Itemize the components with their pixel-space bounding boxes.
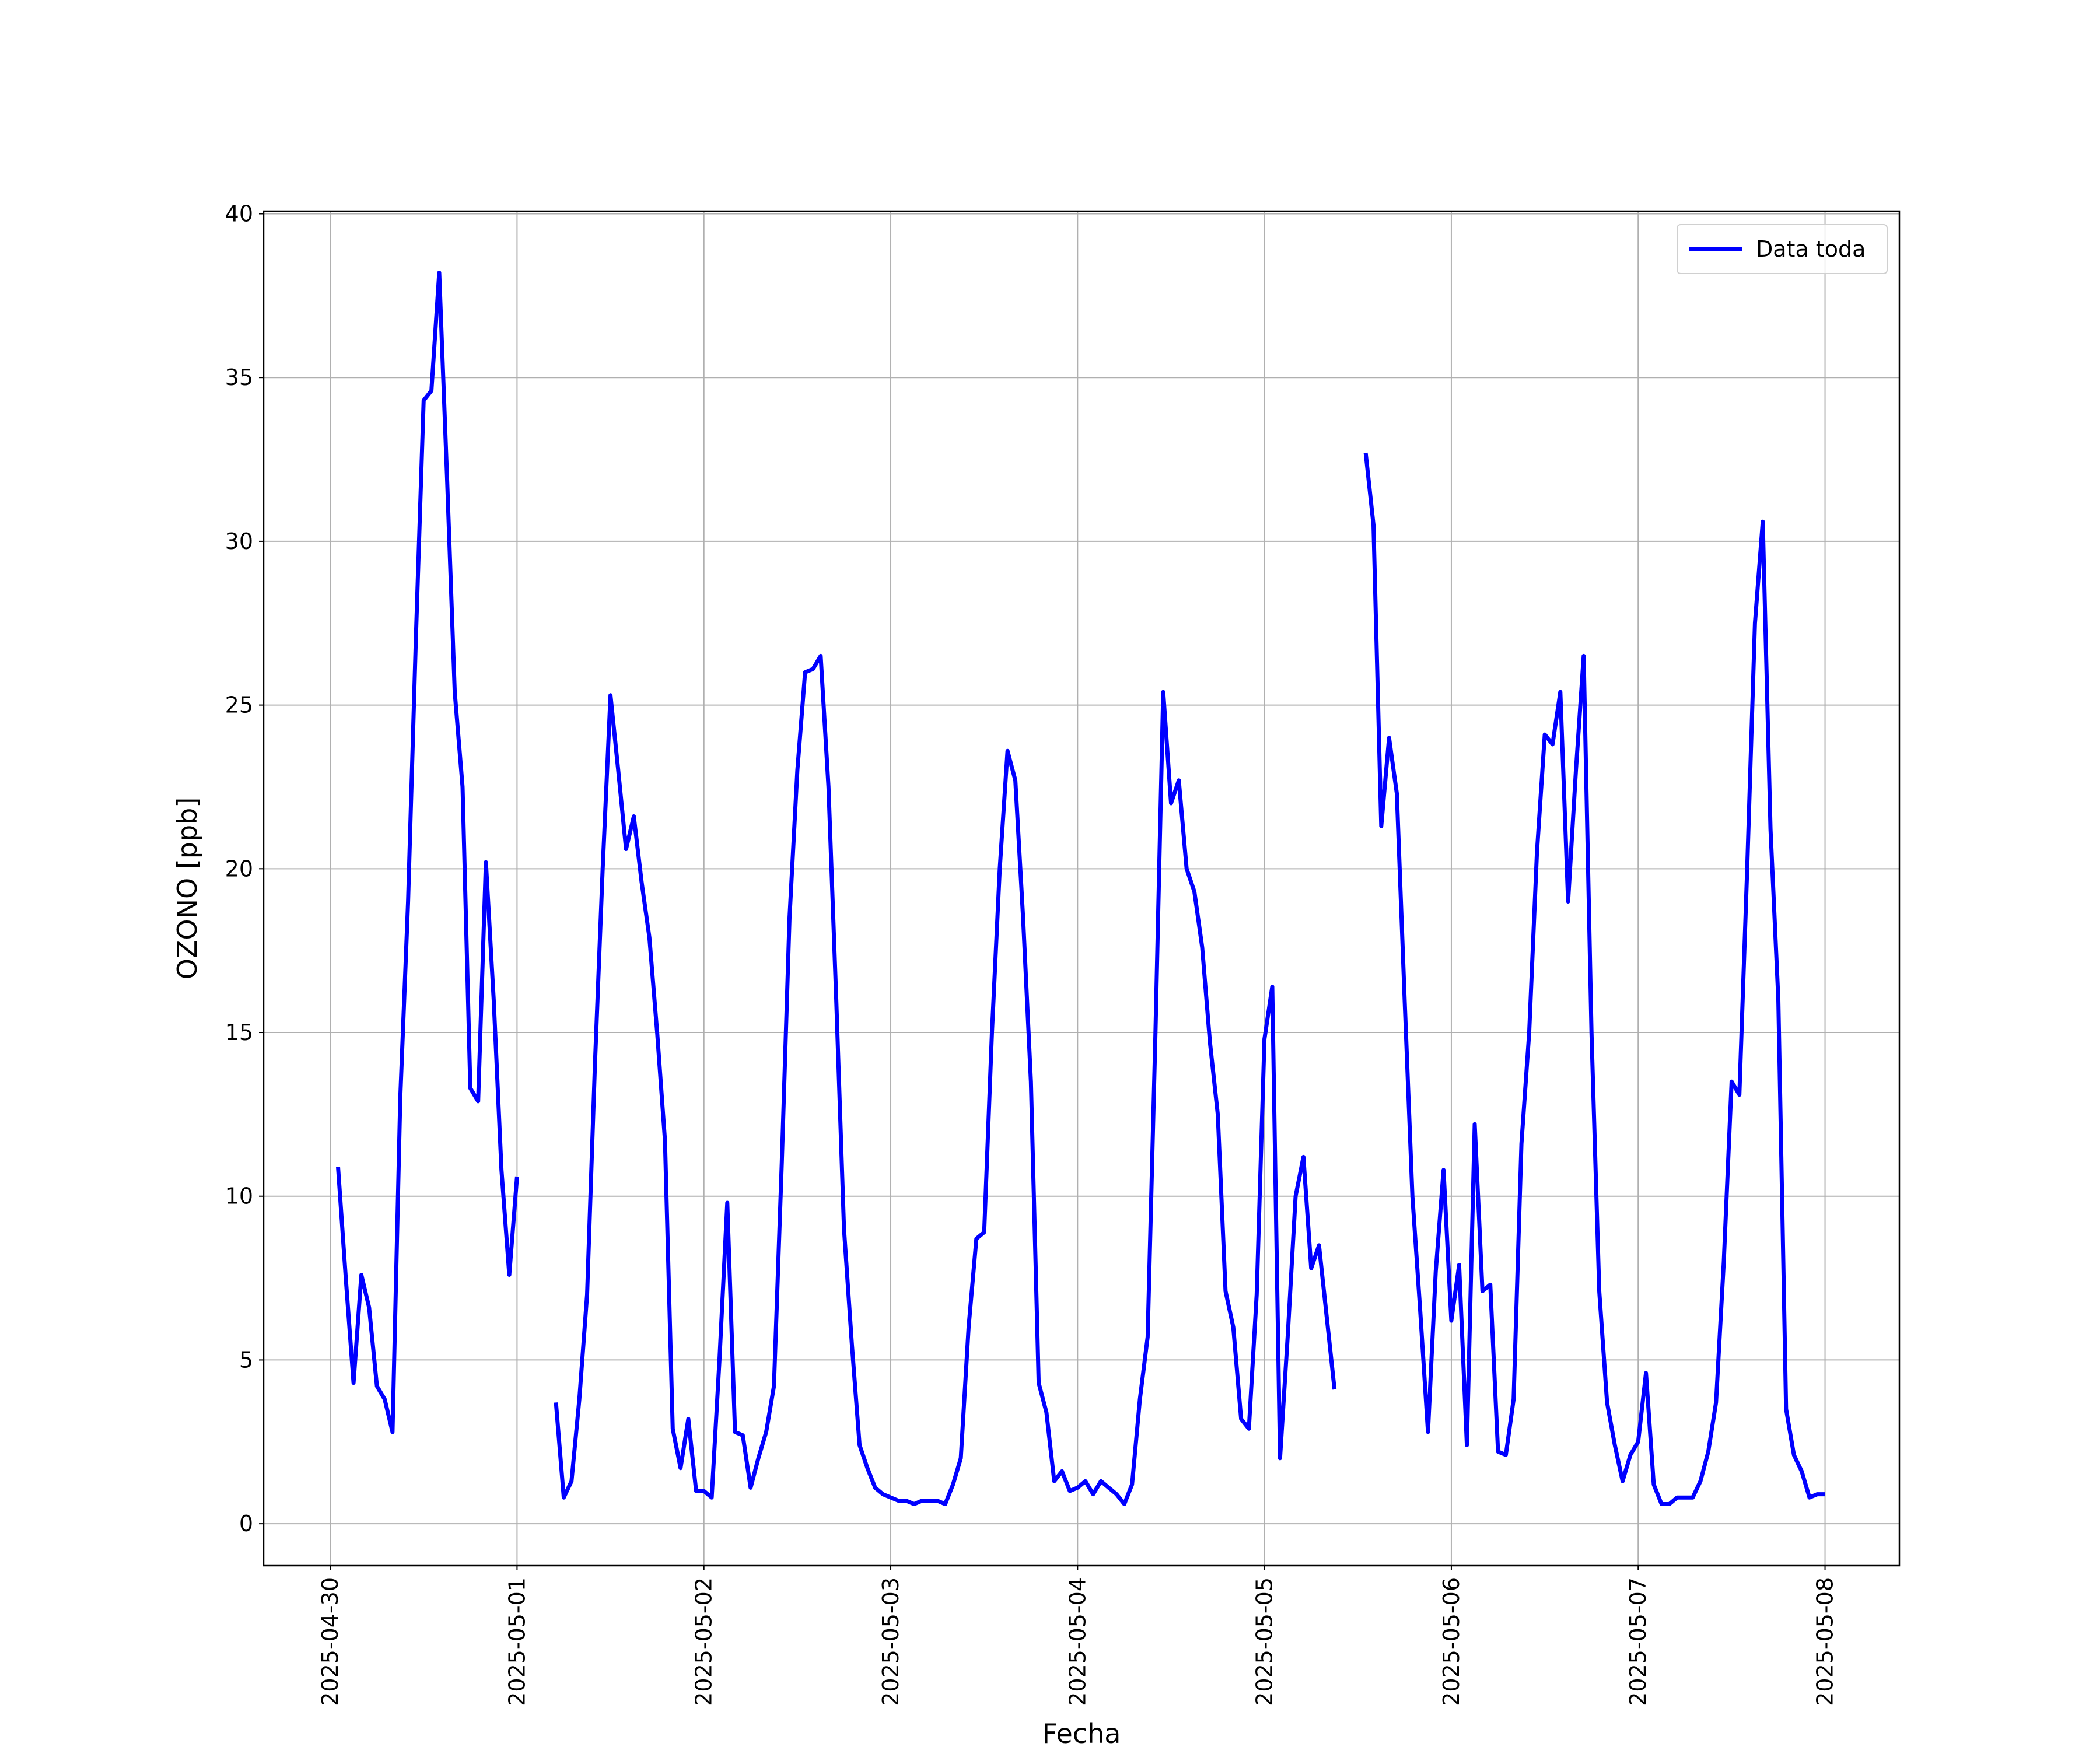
y-tick-label: 20 <box>225 856 253 881</box>
x-tick-label: 2025-05-04 <box>1065 1577 1090 1706</box>
y-tick-label: 30 <box>225 528 253 554</box>
y-tick-label: 15 <box>225 1020 253 1045</box>
x-tick-label: 2025-04-30 <box>317 1577 343 1706</box>
y-tick-label: 35 <box>225 365 253 390</box>
x-tick-label: 2025-05-05 <box>1252 1577 1278 1706</box>
x-tick-label: 2025-05-01 <box>504 1577 530 1706</box>
y-tick-label: 5 <box>239 1347 253 1373</box>
y-tick-label: 0 <box>239 1511 253 1536</box>
y-tick-label: 40 <box>225 201 253 226</box>
x-axis-label: Fecha <box>1042 1718 1121 1749</box>
x-tick-label: 2025-05-06 <box>1438 1577 1464 1706</box>
y-tick-label: 25 <box>225 692 253 718</box>
legend-label: Data toda <box>1756 236 1866 262</box>
y-axis-label: OZONO [ppb] <box>172 797 203 980</box>
x-tick-label: 2025-05-03 <box>878 1577 904 1706</box>
line <box>336 271 1825 1506</box>
y-tick-label: 10 <box>225 1184 253 1209</box>
x-tick-label: 2025-05-08 <box>1812 1577 1838 1706</box>
x-tick-label: 2025-05-02 <box>691 1577 717 1706</box>
legend <box>1676 224 1888 274</box>
plot-frame <box>262 210 1901 1567</box>
x-tick-label: 2025-05-07 <box>1625 1577 1651 1706</box>
